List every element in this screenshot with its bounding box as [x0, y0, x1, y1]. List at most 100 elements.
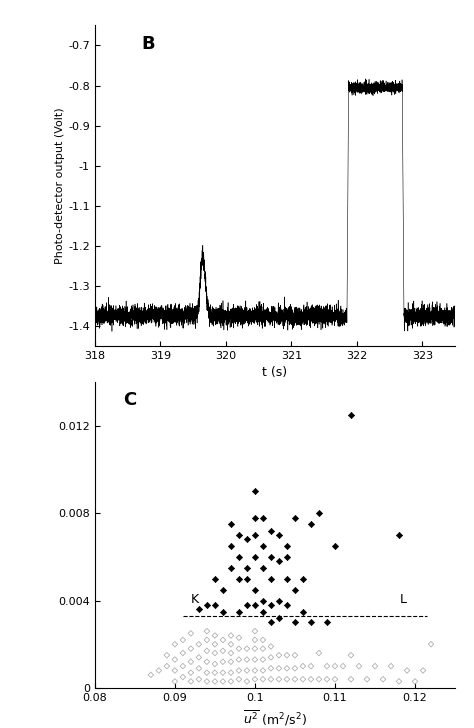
Point	[187, 667, 195, 678]
Point	[411, 676, 419, 687]
Point	[171, 665, 179, 676]
Point	[299, 660, 307, 672]
Point	[211, 638, 219, 650]
Point	[219, 667, 227, 678]
Point	[275, 649, 283, 661]
Point	[371, 660, 379, 672]
Point	[203, 667, 210, 678]
Point	[331, 673, 339, 685]
Point	[227, 667, 235, 678]
Point	[347, 649, 355, 661]
Point	[203, 625, 210, 637]
Point	[227, 647, 235, 659]
Point	[219, 634, 227, 646]
Point	[251, 599, 259, 611]
Point	[163, 660, 171, 672]
Point	[323, 617, 331, 628]
Point	[331, 540, 339, 552]
Point	[291, 649, 299, 661]
Point	[227, 518, 235, 530]
Point	[267, 573, 275, 585]
X-axis label: $\overline{u^2}$ (m$^2$/s$^2$): $\overline{u^2}$ (m$^2$/s$^2$)	[243, 708, 307, 728]
Point	[235, 606, 243, 617]
Point	[203, 656, 210, 668]
Point	[267, 525, 275, 537]
Point	[179, 660, 187, 672]
Point	[387, 660, 395, 672]
Point	[227, 562, 235, 574]
Point	[275, 612, 283, 624]
Point	[259, 673, 267, 685]
Point	[243, 643, 251, 654]
Point	[331, 660, 339, 672]
Point	[291, 673, 299, 685]
Point	[211, 647, 219, 659]
Point	[251, 529, 259, 541]
Point	[291, 584, 299, 596]
Point	[251, 584, 259, 596]
Point	[259, 665, 267, 676]
Point	[315, 647, 323, 659]
Point	[259, 634, 267, 646]
Point	[243, 665, 251, 676]
Point	[251, 486, 259, 497]
Point	[259, 595, 267, 606]
Point	[283, 662, 291, 674]
Point	[227, 638, 235, 650]
Point	[299, 606, 307, 617]
Point	[187, 643, 195, 654]
Point	[395, 529, 403, 541]
Point	[243, 599, 251, 611]
Point	[251, 512, 259, 523]
Text: C: C	[124, 392, 137, 409]
Point	[283, 551, 291, 563]
Point	[195, 652, 203, 663]
Point	[227, 656, 235, 668]
Point	[243, 573, 251, 585]
Point	[251, 665, 259, 676]
Point	[347, 673, 355, 685]
Point	[355, 660, 363, 672]
Point	[323, 673, 331, 685]
Point	[283, 673, 291, 685]
Point	[291, 512, 299, 523]
Point	[219, 676, 227, 687]
Point	[227, 540, 235, 552]
Point	[275, 529, 283, 541]
Point	[235, 573, 243, 585]
Point	[323, 660, 331, 672]
Point	[243, 562, 251, 574]
Point	[403, 665, 411, 676]
Point	[267, 599, 275, 611]
Point	[195, 673, 203, 685]
Point	[179, 647, 187, 659]
Point	[347, 409, 355, 421]
Point	[275, 555, 283, 567]
Point	[203, 599, 210, 611]
Point	[211, 658, 219, 670]
Point	[267, 617, 275, 628]
Point	[219, 584, 227, 596]
Point	[267, 641, 275, 652]
Point	[235, 529, 243, 541]
Point	[259, 562, 267, 574]
Point	[203, 634, 210, 646]
Point	[251, 551, 259, 563]
Point	[283, 540, 291, 552]
Point	[235, 665, 243, 676]
Point	[275, 662, 283, 674]
Point	[235, 551, 243, 563]
Point	[235, 673, 243, 685]
Point	[171, 676, 179, 687]
Point	[155, 665, 163, 676]
Point	[203, 676, 210, 687]
Point	[299, 573, 307, 585]
X-axis label: t (s): t (s)	[262, 366, 288, 379]
Point	[211, 667, 219, 678]
Point	[235, 632, 243, 644]
Point	[227, 676, 235, 687]
Point	[291, 617, 299, 628]
Point	[307, 617, 315, 628]
Point	[259, 606, 267, 617]
Point	[283, 649, 291, 661]
